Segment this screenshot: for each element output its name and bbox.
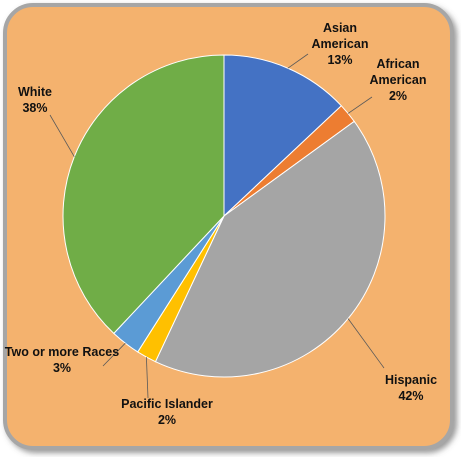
slice-label-pacific-islander: Pacific Islander 2%: [121, 397, 213, 427]
slice-label-hispanic: Hispanic 42%: [385, 373, 437, 403]
slice-label-two-or-more-races: Two or more Races 3%: [5, 345, 119, 375]
leader-line-two-or-more-races: [102, 342, 126, 367]
leader-line-african-american: [347, 96, 373, 114]
leader-line-pacific-islander: [146, 357, 149, 399]
leader-line-asian-american: [287, 53, 309, 69]
slice-label-white: White 38%: [18, 85, 52, 115]
leader-lines: [49, 53, 385, 399]
pie-slice-hispanic: [154, 120, 386, 378]
pie-slices: [62, 54, 386, 378]
slice-labels: Asian American 13% African American 2% Hispani…: [5, 21, 437, 427]
slice-label-asian-american: Asian American 13%: [312, 21, 369, 67]
leader-line-hispanic: [347, 318, 385, 369]
leader-line-white: [49, 114, 75, 157]
pie-slice-asian-american: [223, 54, 343, 218]
slice-label-african-american: African American 2%: [370, 57, 427, 103]
pie-slice-white: [62, 54, 225, 335]
